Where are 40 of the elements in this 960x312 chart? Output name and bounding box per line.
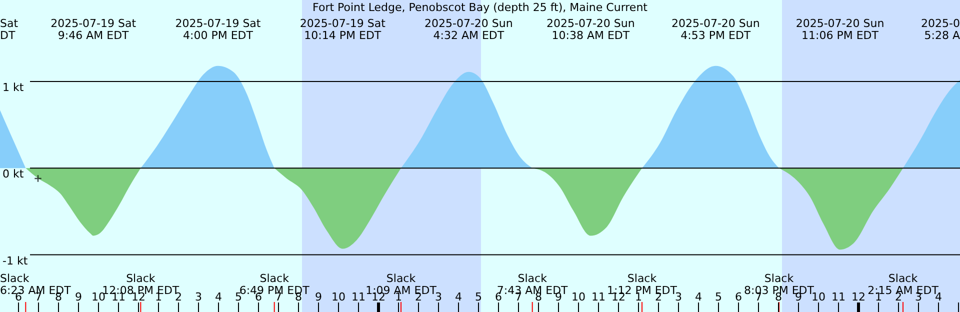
x-tick-label: 3 — [675, 290, 682, 304]
y-tick-label: 1 kt — [2, 80, 24, 94]
x-tick-label: 9 — [555, 290, 562, 304]
x-tick-label: 4 — [455, 290, 462, 304]
x-tick-label: 6 — [15, 290, 22, 304]
x-tick-label: 10 — [812, 290, 826, 304]
x-tick-label: 4 — [215, 290, 222, 304]
x-tick-label: 5 — [475, 290, 482, 304]
x-tick-label: 3 — [435, 290, 442, 304]
annotation: 2025-07-20 Sun 4:32 AM EDT — [424, 17, 513, 42]
x-tick-label: 3 — [195, 290, 202, 304]
annotation: 2025-07-20 Sun 4:53 PM EDT — [671, 17, 760, 42]
x-tick-label: 4 — [695, 290, 702, 304]
x-tick-label: 6 — [735, 290, 742, 304]
y-tick-label: 0 kt — [2, 168, 24, 181]
annotation: 2025-07-19 Sat 9:46 AM EDT — [50, 17, 137, 42]
y-tick-label: -1 kt — [2, 254, 28, 268]
annotation: 2025-07-19 Sat 4:00 PM EDT — [175, 17, 262, 42]
annotation: 2025-07-20 Sun 11:06 PM EDT — [796, 17, 884, 42]
x-tick-label: 11 — [832, 290, 846, 304]
chart-title: Fort Point Ledge, Penobscot Bay (depth 25 ft), Maine Current — [312, 1, 648, 14]
x-tick-label: 2 — [415, 290, 422, 304]
annotation: 2025-0 5:28 A — [921, 17, 960, 42]
x-tick-label: 2 — [175, 290, 182, 304]
x-tick-label: 11 — [352, 290, 366, 304]
x-tick-label: 10 — [332, 290, 346, 304]
x-tick-label: 11 — [592, 290, 606, 304]
x-tick-label: 8 — [535, 290, 542, 304]
x-tick-label: 5 — [715, 290, 722, 304]
x-tick-label: 8 — [775, 290, 782, 304]
x-tick-label: 10 — [92, 290, 106, 304]
annotation: 2025-07-20 Sun 10:38 AM EDT — [546, 17, 635, 42]
x-tick-label: 10 — [572, 290, 586, 304]
x-tick-label: 6 — [495, 290, 502, 304]
x-tick-label: 9 — [315, 290, 322, 304]
x-tick-label: 9 — [75, 290, 82, 304]
x-tick-label: 12 — [852, 290, 866, 304]
annotation: Sat DT — [0, 17, 19, 42]
x-tick-label: 4 — [935, 290, 942, 304]
annotation: 2025-07-19 Sat 10:14 PM EDT — [300, 17, 386, 42]
